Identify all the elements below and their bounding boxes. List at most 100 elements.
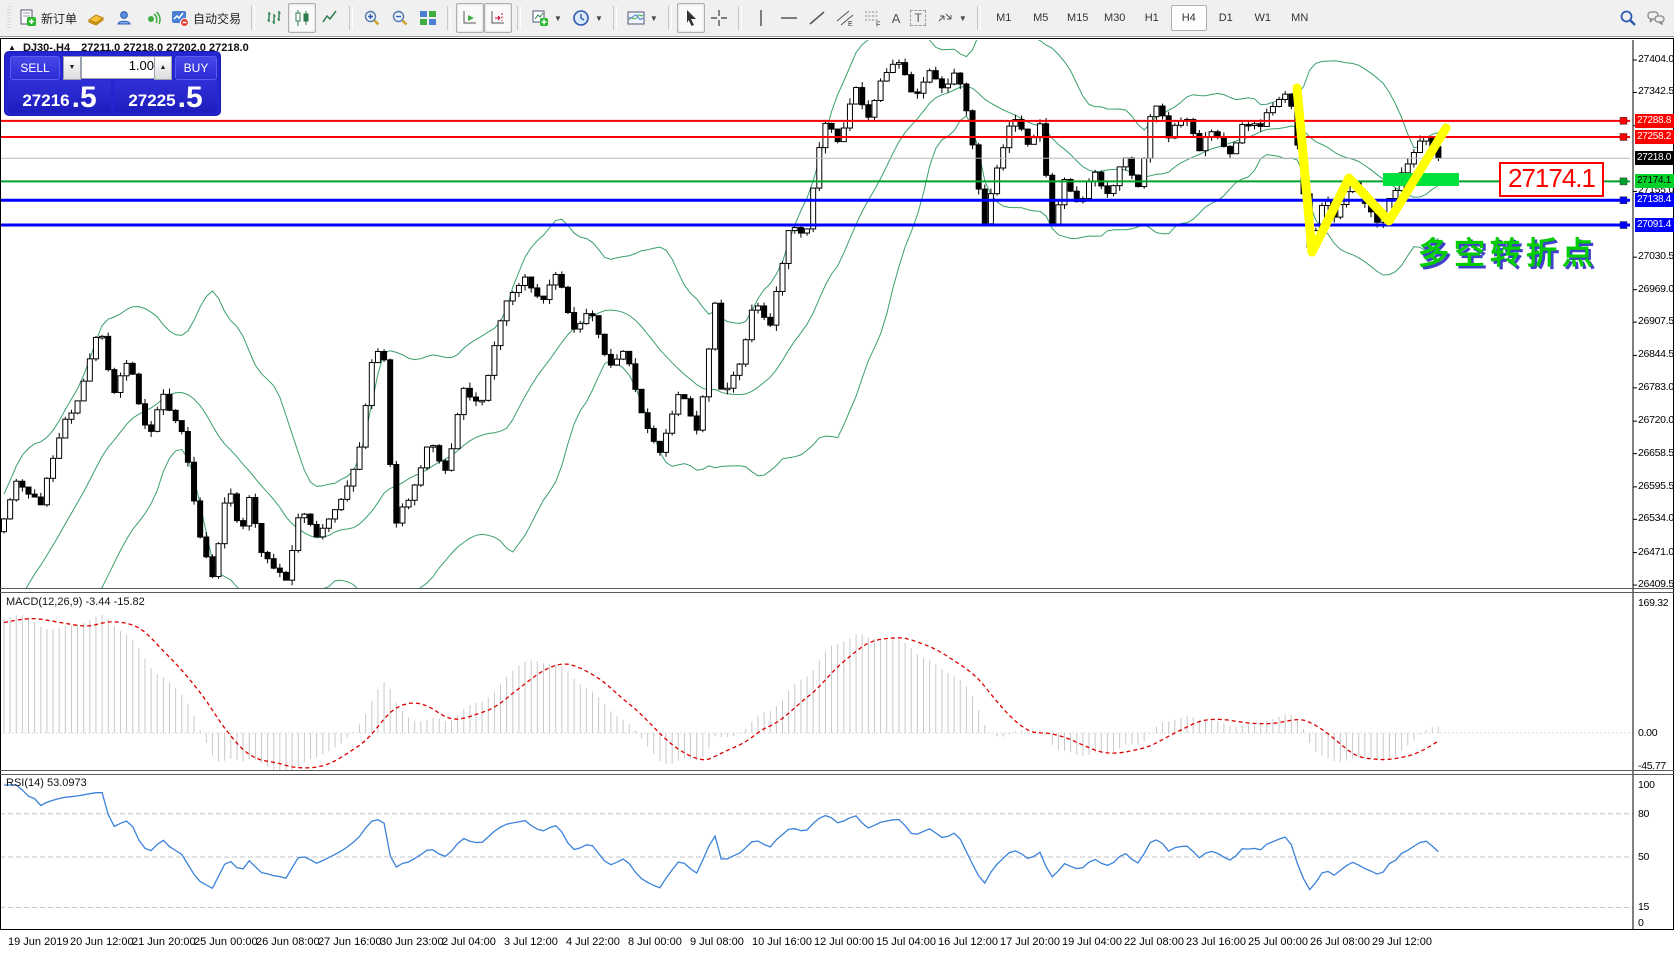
candle-bull (1122, 157, 1129, 168)
chart-window-header[interactable]: ▲ DJ30-,H4 27211.0 27218.0 27202.0 27218… (8, 42, 249, 54)
candle-bull (791, 227, 798, 232)
toolbar-separator (349, 6, 354, 30)
channel-icon: E (836, 10, 854, 27)
horizontal-line-tool-button[interactable] (775, 3, 803, 33)
candle-bull (338, 498, 345, 511)
period-clock-button[interactable]: ▼ (567, 3, 608, 33)
level-price-label[interactable]: 27218.0 (1635, 151, 1674, 166)
sell-price-panel[interactable]: 27216 .5 (8, 80, 111, 113)
autotrading-button[interactable]: 自动交易 (166, 3, 246, 33)
text-label-tool-button[interactable]: T (905, 3, 930, 33)
vertical-line-icon (760, 10, 762, 26)
fibonacci-tool-button[interactable]: F (859, 3, 887, 33)
candle-bull (705, 348, 712, 398)
timeframe-button-m1[interactable]: M1 (996, 12, 1012, 24)
community-icon (117, 11, 131, 25)
level-price-label[interactable]: 27288.8 (1635, 113, 1674, 128)
timeframe-button-m30[interactable]: M30 (1104, 12, 1126, 24)
level-line-handle[interactable] (1619, 133, 1628, 141)
time-axis-label: 19 Jun 2019 (8, 936, 69, 948)
zoom-out-icon (392, 10, 408, 26)
time-axis-label: 10 Jul 16:00 (752, 936, 812, 948)
indicators-button[interactable]: ▼ (622, 3, 663, 33)
chart-shift-icon (491, 11, 505, 24)
candle-bull (295, 517, 302, 552)
market-button[interactable] (82, 3, 110, 33)
volume-decrease-button[interactable]: ▼ (63, 56, 81, 80)
signals-button[interactable] (138, 3, 166, 33)
trendline-tool-button[interactable] (803, 3, 831, 33)
cursor-tool-button[interactable] (676, 3, 705, 33)
candlestick-mode-button[interactable] (288, 3, 317, 33)
new-chart-button[interactable]: ▼ (526, 3, 567, 33)
candle-bear (1098, 171, 1105, 187)
price-callout[interactable]: 27174.1 (1499, 162, 1604, 197)
vertical-line-tool-button[interactable] (747, 3, 775, 33)
time-axis-label: 19 Jul 04:00 (1062, 936, 1122, 948)
level-price-label[interactable]: 27138.4 (1635, 193, 1674, 208)
crosshair-icon (710, 10, 727, 26)
candle-bull (1269, 105, 1276, 114)
line-chart-mode-button[interactable] (316, 3, 344, 33)
zoom-out-button[interactable] (386, 3, 414, 33)
candle-bull (1404, 163, 1411, 174)
candle-bear (1165, 115, 1172, 139)
candle-bull (1012, 119, 1019, 127)
zoom-in-button[interactable] (358, 3, 386, 33)
arrows-tool-button[interactable]: ▼ (931, 3, 972, 33)
highlight-rect-annotation[interactable] (1383, 173, 1459, 186)
price-tick-label: 26658.5 (1638, 446, 1674, 459)
indicators-icon (627, 11, 645, 25)
volume-increase-button[interactable]: ▲ (154, 56, 172, 80)
candle-bear (644, 412, 651, 429)
level-line-handle[interactable] (1619, 117, 1628, 125)
tile-windows-button[interactable] (414, 3, 442, 33)
level-price-label[interactable]: 27174.1 (1635, 174, 1674, 189)
timeframe-button-h4[interactable]: H4 (1170, 5, 1207, 31)
new-order-button[interactable]: 新订单 (14, 3, 82, 33)
time-axis-label: 17 Jul 20:00 (1000, 936, 1060, 948)
timeframe-button-h1[interactable]: H1 (1144, 12, 1159, 24)
candle-bear (37, 496, 44, 506)
timeframe-button-d1[interactable]: D1 (1218, 12, 1233, 24)
auto-scroll-button[interactable] (456, 3, 485, 33)
time-axis-label: 8 Jul 00:00 (628, 936, 682, 948)
candle-bull (724, 387, 731, 391)
time-axis-label: 26 Jul 08:00 (1310, 936, 1370, 948)
timeframe-button-m15[interactable]: M15 (1067, 12, 1089, 24)
candle-bull (344, 485, 351, 500)
bar-chart-mode-button[interactable] (260, 3, 288, 33)
community-button[interactable] (110, 3, 138, 33)
candle-bull (68, 412, 75, 420)
candle-bull (846, 103, 853, 129)
price-tick-label: 26595.5 (1638, 479, 1674, 492)
volume-input[interactable]: 1.00 (81, 56, 161, 79)
search-button[interactable] (1614, 3, 1642, 33)
timeframe-button-w1[interactable]: W1 (1254, 12, 1271, 24)
collapse-panel-icon[interactable]: ▲ (8, 43, 16, 52)
level-line-handle[interactable] (1619, 196, 1628, 204)
buy-price-panel[interactable]: 27225 .5 (114, 80, 217, 113)
channel-tool-button[interactable]: E (831, 3, 859, 33)
candle-bull (411, 484, 418, 501)
crosshair-tool-button[interactable] (705, 3, 733, 33)
price-tick-label: 26907.5 (1638, 315, 1674, 328)
turning-point-annotation[interactable]: 多空转折点 (1418, 236, 1598, 271)
sell-price-frac: .5 (71, 81, 97, 114)
chat-button[interactable] (1642, 3, 1670, 33)
zigzag-annotation[interactable] (1292, 83, 1451, 257)
timeframe-button-m5[interactable]: M5 (1033, 12, 1049, 24)
buy-button[interactable]: BUY (175, 56, 217, 80)
level-line-handle[interactable] (1619, 177, 1628, 186)
sell-button[interactable]: SELL (10, 56, 60, 80)
candle-bear (1288, 93, 1295, 107)
level-price-label[interactable]: 27091.4 (1635, 218, 1674, 233)
timeframe-button-mn[interactable]: MN (1291, 12, 1309, 24)
chart-shift-button[interactable] (484, 3, 513, 33)
level-price-label[interactable]: 27258.2 (1635, 129, 1674, 144)
level-lines (0, 117, 1630, 229)
candle-bull (13, 480, 20, 501)
level-line-handle[interactable] (1619, 221, 1628, 229)
text-tool-button[interactable]: A (887, 3, 906, 33)
chart-canvas[interactable] (0, 36, 1674, 957)
